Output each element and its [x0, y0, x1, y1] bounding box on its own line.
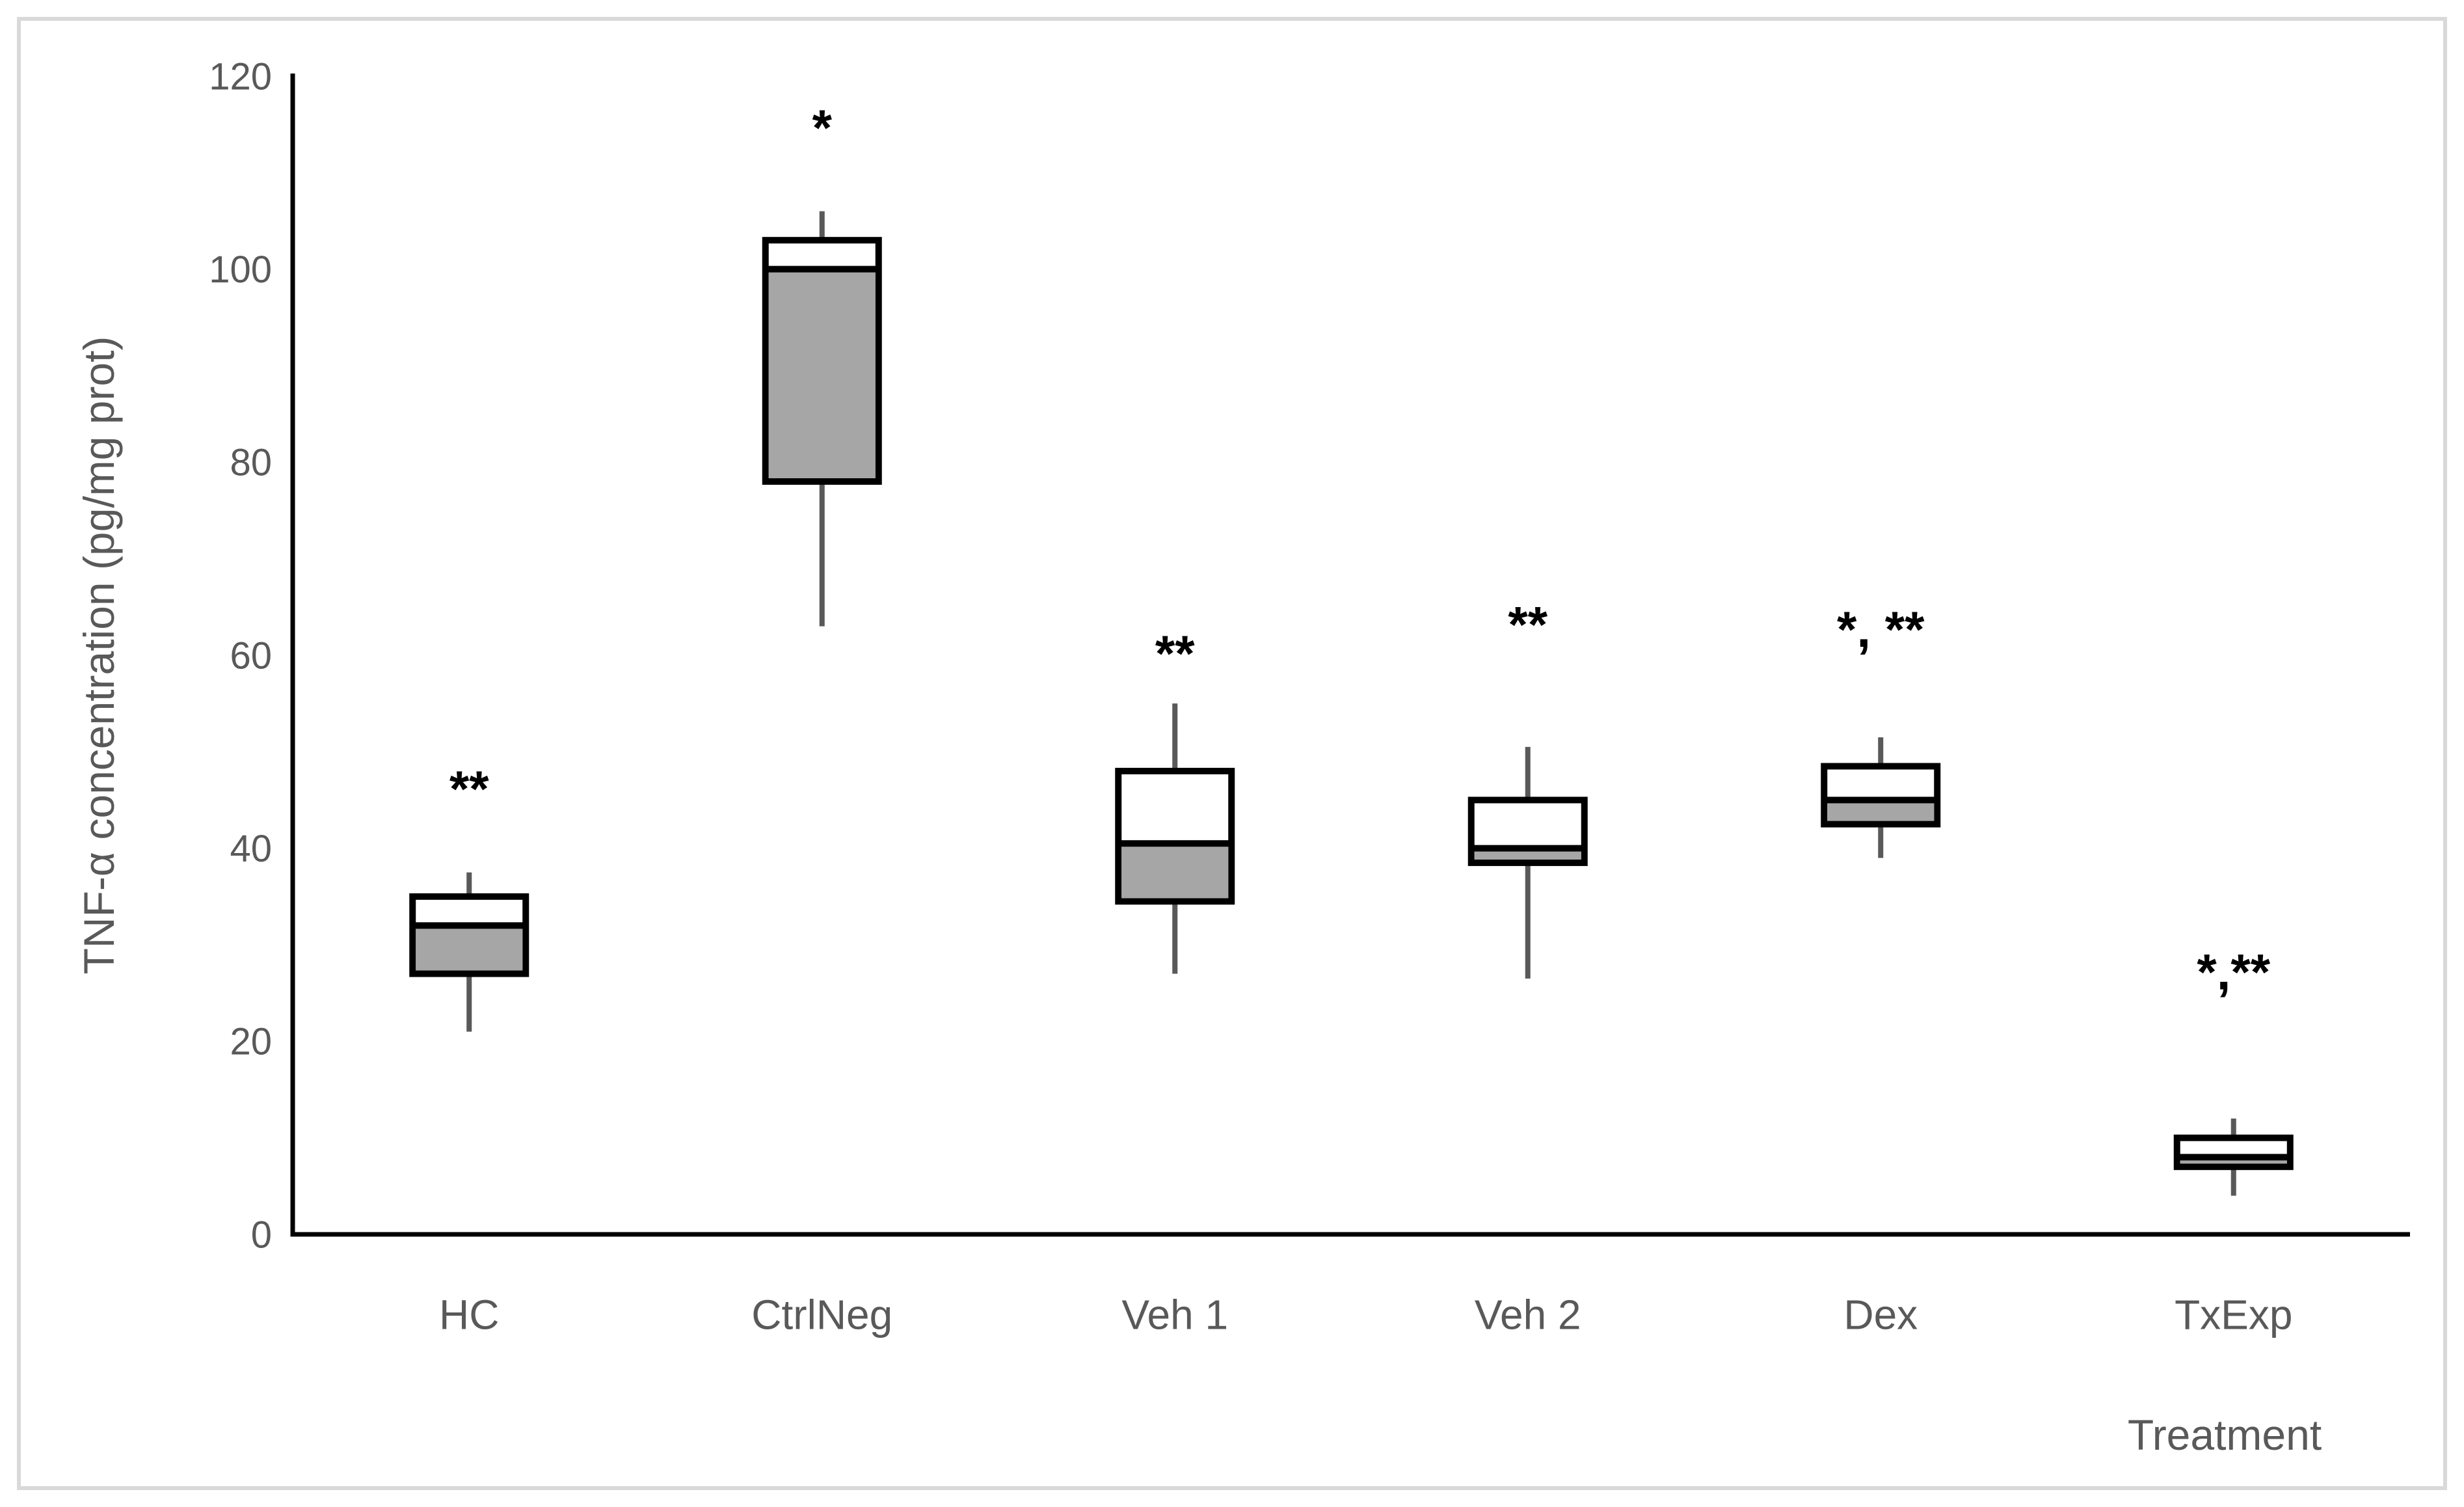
box-group-veh-1: ** Veh 1	[1115, 625, 1235, 1338]
box-group-txexp: *,** TxExp	[2173, 944, 2294, 1338]
box-lower-half	[1121, 843, 1229, 899]
figure-border	[17, 17, 2447, 1490]
y-tick-label: 100	[209, 249, 272, 291]
category-label: TxExp	[2175, 1291, 2292, 1338]
y-tick-label: 40	[230, 828, 272, 870]
box-group-dex: *, ** Dex	[1821, 601, 1941, 1338]
category-label: HC	[439, 1291, 499, 1338]
y-tick-label: 20	[230, 1021, 272, 1063]
category-label: Veh 2	[1475, 1291, 1581, 1338]
category-label: CtrlNeg	[751, 1291, 892, 1338]
significance-annotation: **	[1155, 625, 1195, 682]
y-axis-title: TNF-α concentration (pg/mg prot)	[75, 336, 123, 975]
box-group-hc: ** HC	[409, 760, 529, 1338]
significance-annotation: *, **	[1837, 601, 1925, 658]
x-axis-title: Treatment	[2128, 1411, 2322, 1459]
y-tick-label: 0	[251, 1214, 272, 1256]
box-lower-half	[768, 269, 876, 478]
box-group-veh-2: ** Veh 2	[1467, 596, 1588, 1338]
significance-annotation: *	[812, 99, 833, 156]
y-tick-label: 60	[230, 634, 272, 677]
significance-annotation: **	[1508, 596, 1547, 653]
category-label: Dex	[1843, 1291, 1918, 1338]
significance-annotation: *,**	[2197, 944, 2270, 1001]
significance-annotation: **	[449, 760, 489, 817]
y-tick-label: 120	[209, 55, 272, 98]
box-lower-half	[1827, 800, 1935, 821]
box-lower-half	[416, 925, 523, 971]
box-group-ctrlneg: * CtrlNeg	[751, 99, 892, 1338]
y-tick-label: 80	[230, 442, 272, 484]
category-label: Veh 1	[1121, 1291, 1228, 1338]
